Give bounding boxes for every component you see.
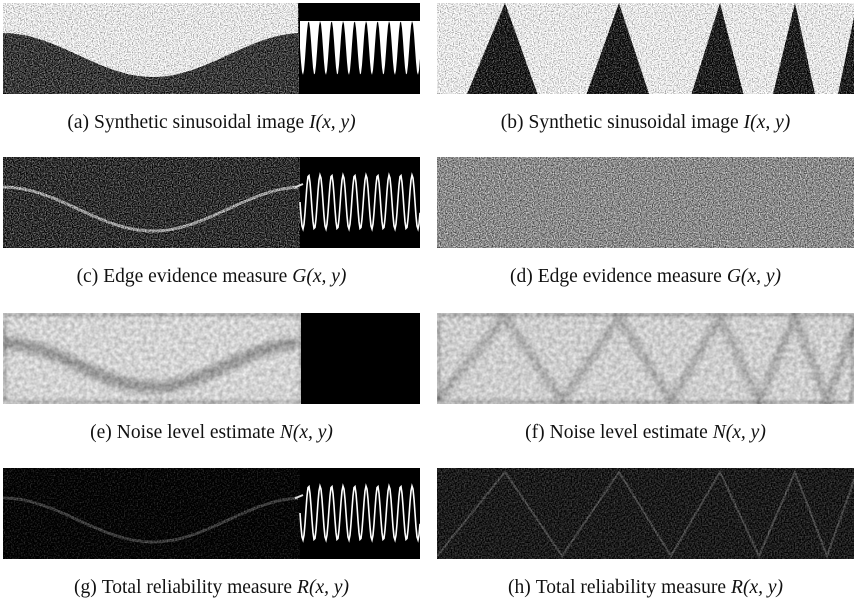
panel-label: (g) — [74, 577, 97, 598]
panel-image — [3, 157, 420, 248]
panel-label: (a) — [67, 112, 89, 133]
background — [437, 157, 854, 248]
figure: (a)Synthetic sinusoidal imageI(x, y)(b)S… — [0, 0, 855, 600]
panel-label: (e) — [90, 422, 112, 443]
background — [3, 468, 300, 559]
panel-label: (h) — [508, 577, 531, 598]
image-layer — [3, 468, 300, 559]
caption-text: Total reliability measure — [102, 577, 292, 598]
caption-text: Synthetic sinusoidal image — [529, 112, 739, 133]
caption-text: Noise level estimate — [117, 422, 275, 443]
background — [3, 157, 300, 248]
caption-text: Synthetic sinusoidal image — [94, 112, 304, 133]
caption-math: I(x, y) — [743, 112, 791, 133]
caption-math: N(x, y) — [279, 422, 333, 443]
caption-text: Edge evidence measure — [538, 266, 722, 287]
panel-label: (c) — [77, 266, 99, 287]
image-layer — [3, 157, 300, 248]
image-layer — [437, 157, 854, 248]
panel-label: (f) — [525, 422, 544, 443]
panel-label: (b) — [501, 112, 524, 133]
caption-math: R(x, y) — [296, 577, 349, 598]
caption-text: Noise level estimate — [550, 422, 708, 443]
panel-image — [437, 313, 855, 404]
image-layer — [437, 468, 855, 559]
image-layer — [299, 3, 420, 94]
panel-image — [3, 468, 420, 559]
image-layer — [3, 313, 303, 404]
caption-math: G(x, y) — [727, 266, 781, 287]
caption-math: R(x, y) — [730, 577, 783, 598]
panel-image — [437, 468, 855, 559]
panel-image — [437, 3, 855, 94]
panel-label: (d) — [510, 266, 533, 287]
image-layer — [295, 468, 420, 559]
panel-image — [437, 157, 854, 248]
image-layer — [301, 313, 420, 404]
panel-image — [3, 3, 420, 94]
background — [301, 313, 420, 404]
image-layer — [3, 3, 300, 94]
caption-text: Edge evidence measure — [103, 266, 287, 287]
caption-text: Total reliability measure — [536, 577, 726, 598]
caption-math: N(x, y) — [712, 422, 766, 443]
image-layer — [295, 157, 420, 248]
image-layer — [437, 313, 855, 404]
panel-image — [3, 313, 420, 404]
caption-math: I(x, y) — [308, 112, 356, 133]
caption-math: G(x, y) — [292, 266, 346, 287]
image-layer — [437, 3, 855, 94]
